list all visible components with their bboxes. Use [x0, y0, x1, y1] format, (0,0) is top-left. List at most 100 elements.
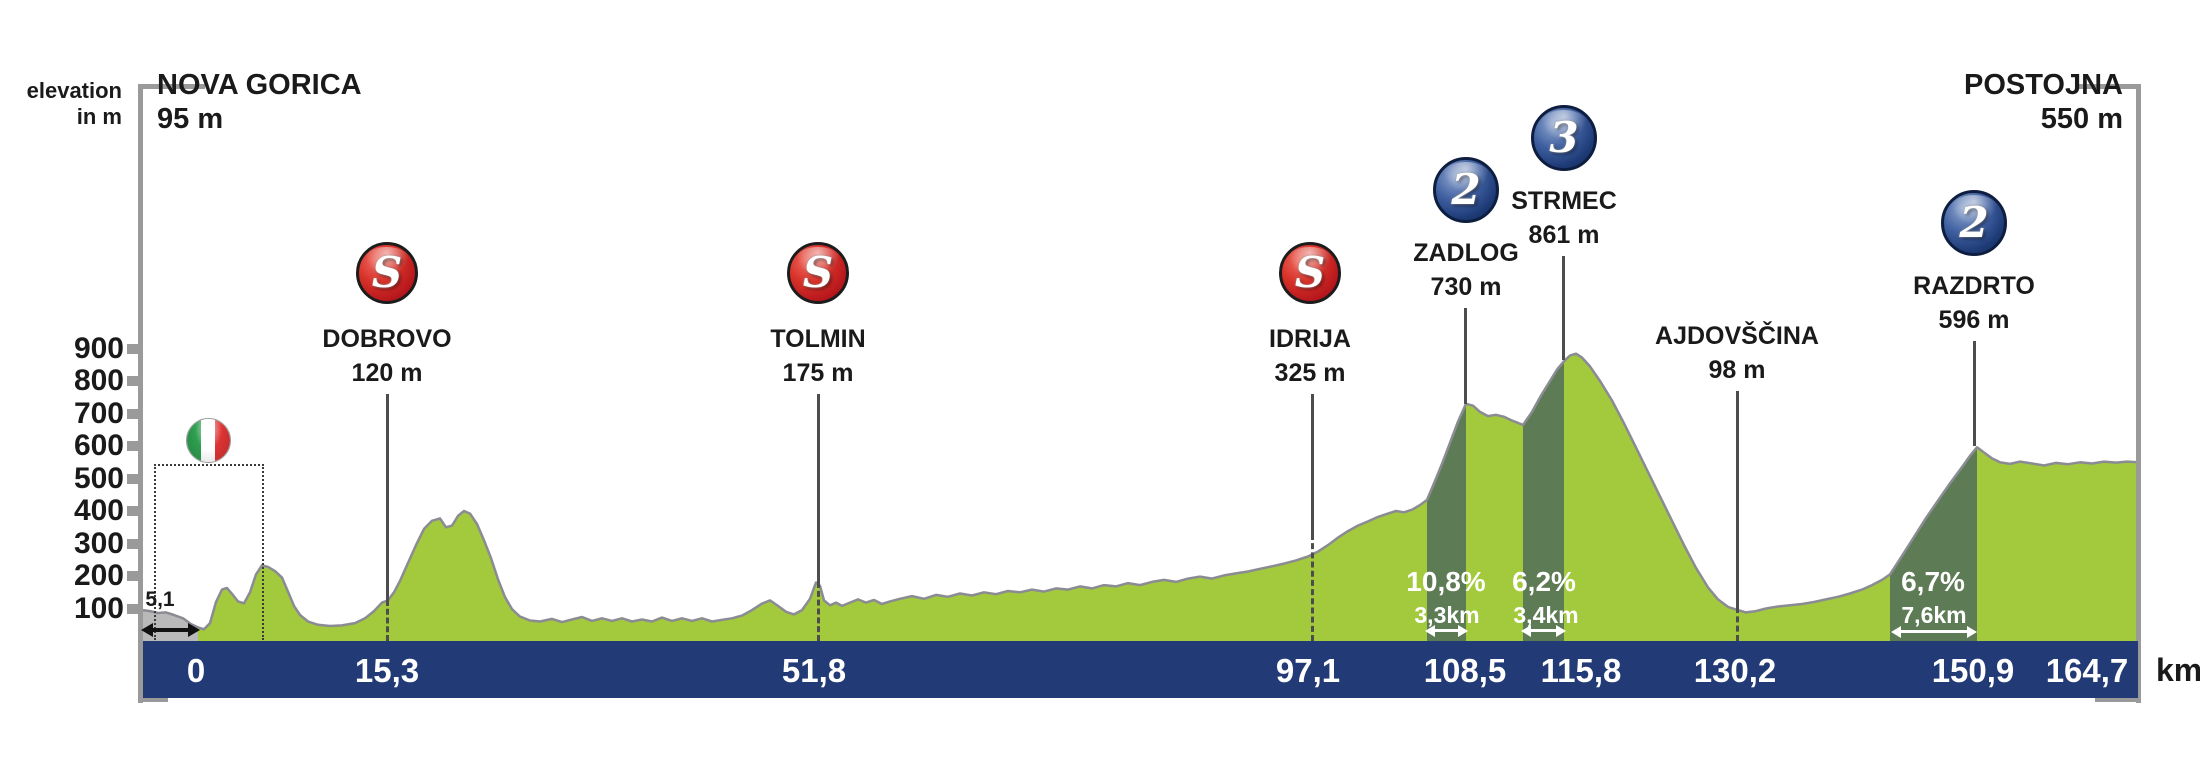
climb-badge-strmec-cat3: 3	[1531, 105, 1597, 171]
km-label-15-3: 15,3	[354, 652, 420, 689]
finish-town-elevation: 550 m	[2040, 103, 2123, 135]
y-axis-caption-line2: in m	[76, 104, 122, 129]
axis-shadow-left-foot	[138, 697, 168, 702]
profile-path	[143, 610, 198, 642]
marker-line-ajdovscina-dashed	[1736, 607, 1739, 641]
climb-label-zadlog: ZADLOG 730 m	[1413, 236, 1519, 304]
town-name: AJDOVŠČINA	[1655, 322, 1819, 350]
sprint-name: IDRIJA	[1269, 325, 1351, 353]
gradient-percent-razdrto: 6,7%	[1901, 566, 1965, 597]
italy-sector-box	[154, 464, 264, 640]
left-axis-line	[138, 87, 143, 703]
km-label-97-1: 97,1	[1275, 652, 1341, 689]
y-axis-tick	[127, 571, 140, 581]
y-axis-tick	[127, 538, 140, 549]
marker-line-idrija	[1311, 394, 1314, 534]
marker-line-ajdovscina	[1736, 391, 1739, 607]
italy-flag-gloss	[187, 419, 230, 462]
marker-line-idrija-dashed	[1311, 534, 1314, 641]
start-town-name: NOVA GORICA	[157, 69, 362, 101]
marker-line-strmec	[1562, 256, 1565, 360]
gradient-length-razdrto: 7,6km	[1901, 602, 1967, 628]
climb-label-strmec: STRMEC 861 m	[1511, 184, 1617, 252]
neutral-distance-label: 5,1	[145, 588, 175, 611]
climb-elevation: 730 m	[1430, 273, 1502, 301]
climb-category-number: 2	[1959, 198, 1989, 247]
town-label-ajdovscina: AJDOVŠČINA 98 m	[1655, 319, 1819, 387]
axis-shadow-right-foot	[2095, 697, 2141, 702]
km-unit-label: km	[2156, 652, 2200, 688]
gradient-length-zadlog: 3,3km	[1414, 602, 1480, 628]
profile-path	[142, 352, 2139, 631]
km-label-164-7: 164,7	[2045, 652, 2129, 689]
climb-label-razdrto: RAZDRTO 596 m	[1913, 269, 2035, 337]
km-label-0: 0	[186, 652, 206, 689]
y-axis-tick	[127, 603, 140, 614]
marker-line-zadlog	[1464, 308, 1467, 404]
sprint-label-tolmin: TOLMIN 175 m	[770, 322, 865, 390]
y-axis-caption: elevation in m	[0, 78, 122, 130]
marker-line-razdrto	[1973, 341, 1976, 446]
right-axis-top-stub	[2078, 84, 2141, 89]
gradient-percent-strmec: 6,2%	[1512, 566, 1576, 597]
y-axis-tick	[127, 376, 140, 386]
gradient-arrow-razdrto	[1891, 626, 1977, 638]
km-label-108-5: 108,5	[1423, 652, 1507, 689]
y-axis-label: 800	[73, 364, 124, 397]
y-axis-label: 500	[73, 461, 124, 495]
y-axis-label: 200	[73, 559, 124, 592]
km-label-115-8: 115,8	[1540, 652, 1622, 689]
sprint-s-glyph: S	[802, 248, 834, 297]
sprint-label-idrija: IDRIJA 325 m	[1269, 322, 1351, 390]
sprint-badge-dobrovo: S	[356, 242, 418, 304]
y-axis-label: 400	[73, 494, 124, 527]
km-label-130-2: 130,2	[1693, 652, 1777, 689]
profile-path	[1427, 403, 1466, 642]
sprint-name: TOLMIN	[770, 325, 866, 353]
y-axis-label: 100	[73, 591, 124, 625]
sprint-badge-idrija: S	[1279, 242, 1341, 304]
profile-path	[198, 353, 2138, 642]
y-axis-tick	[127, 343, 140, 354]
distance-bar	[143, 641, 2138, 698]
sprint-elevation: 175 m	[782, 359, 854, 387]
y-axis-tick	[127, 506, 140, 516]
marker-line-tolmin	[817, 394, 820, 582]
y-axis-caption-line1: elevation	[26, 78, 122, 103]
climb-name: ZADLOG	[1413, 239, 1519, 267]
sprint-s-glyph: S	[371, 248, 403, 297]
y-axis-label: 900	[73, 331, 124, 365]
y-axis-label: 600	[73, 429, 124, 462]
y-axis-tick	[127, 473, 140, 484]
climb-category-number: 2	[1451, 165, 1481, 214]
profile-path	[1523, 361, 1564, 642]
gradient-arrow-strmec	[1521, 625, 1566, 637]
neutral-distance-arrow	[141, 623, 200, 637]
climb-name: RAZDRTO	[1913, 272, 2035, 300]
start-town-elevation: 95 m	[157, 103, 224, 135]
climb-badge-zadlog-cat2: 2	[1433, 157, 1499, 223]
town-elevation: 98 m	[1708, 356, 1766, 384]
left-axis-top-stub	[138, 84, 205, 89]
climb-name: STRMEC	[1511, 187, 1617, 215]
sprint-elevation: 120 m	[351, 359, 423, 387]
sprint-elevation: 325 m	[1274, 359, 1346, 387]
climb-category-number: 3	[1549, 113, 1579, 162]
climb-elevation: 861 m	[1528, 221, 1600, 249]
profile-path	[1890, 447, 1977, 642]
y-axis-tick	[127, 441, 140, 451]
climb-badge-razdrto-cat2: 2	[1941, 190, 2007, 256]
marker-line-dobrovo-dashed	[386, 600, 389, 641]
sprint-label-dobrovo: DOBROVO 120 m	[322, 322, 451, 390]
km-label-150-9: 150,9	[1931, 652, 2015, 689]
sprint-name: DOBROVO	[322, 325, 452, 353]
y-axis-label: 300	[73, 526, 124, 560]
marker-line-tolmin-dashed	[817, 582, 820, 641]
y-axis-label: 700	[73, 396, 124, 430]
gradient-arrow-zadlog	[1425, 625, 1468, 637]
italy-flag-icon	[186, 418, 231, 463]
y-axis-tick	[127, 408, 140, 419]
gradient-length-strmec: 3,4km	[1513, 602, 1579, 628]
